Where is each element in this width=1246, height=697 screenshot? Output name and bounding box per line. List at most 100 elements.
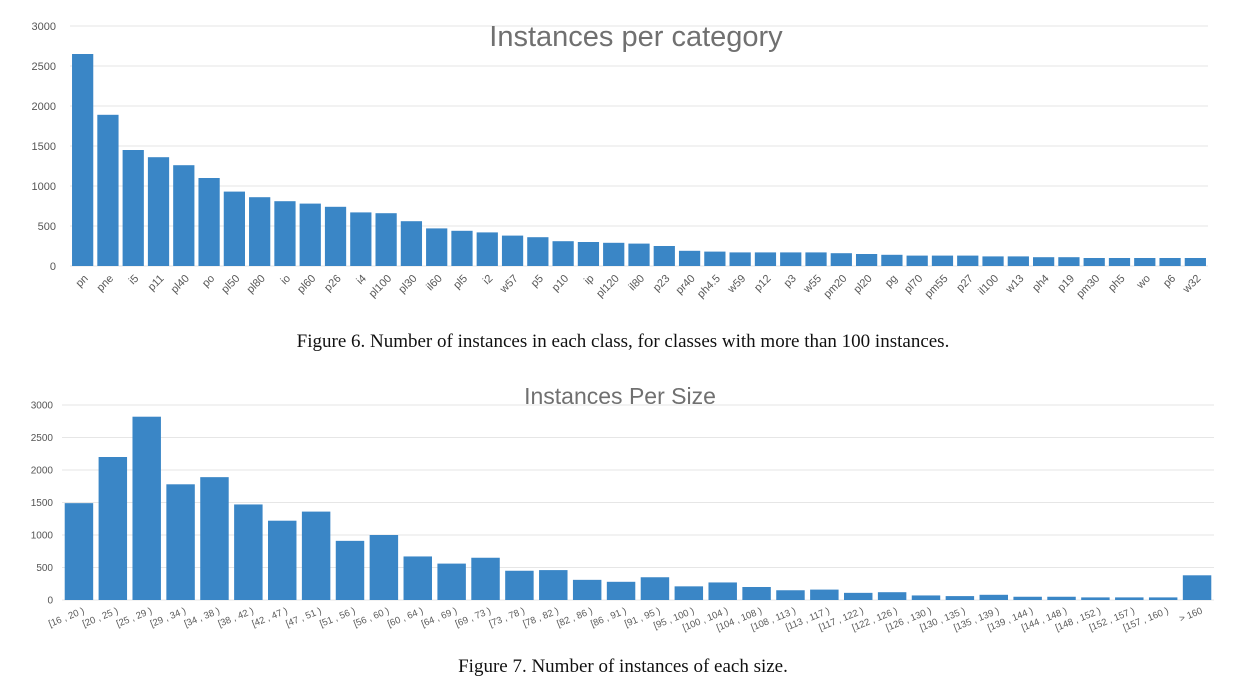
x-tick-label: pm20 — [821, 273, 849, 301]
x-tick-label: io — [279, 273, 294, 288]
y-tick-label: 500 — [38, 221, 56, 233]
y-tick-label: 1500 — [32, 141, 56, 153]
bar — [1083, 258, 1105, 266]
x-tick-label: [47 , 51 ) — [284, 606, 323, 630]
x-tick-label: [16 , 20 ) — [47, 606, 86, 630]
bar — [957, 255, 979, 266]
x-tick-label: pm30 — [1074, 273, 1102, 301]
x-tick-label: wo — [1134, 273, 1153, 292]
bar — [375, 213, 397, 266]
bar — [810, 589, 839, 600]
bar — [64, 503, 94, 600]
bar — [1007, 256, 1029, 266]
bar — [1115, 597, 1144, 600]
x-tick-label: pl5 — [451, 273, 470, 292]
x-tick-label: p12 — [752, 273, 773, 294]
x-tick-label: p11 — [146, 273, 167, 294]
x-tick-label: ip — [582, 273, 597, 288]
x-tick-label: w32 — [1180, 273, 1203, 296]
x-tick-label: [82 , 86 ) — [555, 606, 594, 630]
x-tick-label: p27 — [954, 273, 975, 294]
bar — [122, 150, 144, 266]
bar — [166, 484, 195, 600]
bar — [931, 255, 954, 266]
y-tick-label: 2500 — [32, 61, 56, 73]
y-tick-label: 1500 — [31, 498, 54, 509]
bar — [911, 595, 941, 600]
x-tick-label: w13 — [1003, 273, 1026, 296]
bar — [1134, 258, 1156, 266]
x-tick-label: [51 , 56 ) — [318, 606, 357, 630]
x-tick-label: pl40 — [169, 273, 192, 296]
bar — [640, 577, 670, 600]
bar — [1013, 596, 1042, 600]
bar — [471, 557, 500, 600]
x-tick-label: [64 , 69 ) — [420, 606, 459, 630]
bar — [173, 165, 195, 266]
x-tick-label: i4 — [354, 273, 369, 288]
bar — [198, 178, 220, 266]
x-tick-label: > 160 — [1178, 606, 1204, 625]
x-tick-label: [78 , 82 ) — [522, 606, 561, 630]
bar — [527, 237, 549, 266]
x-tick-label: w57 — [497, 273, 520, 296]
x-tick-label: [25 , 29 ) — [115, 606, 154, 630]
x-tick-label: w59 — [725, 273, 748, 296]
bar — [350, 212, 372, 266]
bar — [708, 582, 737, 600]
x-tick-label: [20 , 25 ) — [81, 606, 120, 630]
x-tick-label: po — [200, 273, 217, 290]
x-tick-label: pne — [95, 273, 116, 294]
bar — [572, 579, 602, 600]
bar — [628, 243, 650, 266]
x-tick-label: [38 , 42 ) — [217, 606, 256, 630]
bar — [1182, 575, 1212, 600]
x-tick-label: pm55 — [923, 273, 951, 301]
x-tick-label: pl50 — [219, 273, 242, 296]
bar — [1058, 257, 1080, 266]
bar — [335, 540, 365, 600]
bar — [98, 457, 128, 600]
bar — [1148, 597, 1178, 600]
bar — [72, 54, 94, 266]
y-tick-label: 2500 — [31, 433, 54, 444]
x-tick-label: pl100 — [367, 273, 395, 301]
bar — [906, 255, 928, 266]
x-tick-label: il60 — [424, 273, 445, 294]
x-tick-label: ph5 — [1106, 273, 1127, 294]
bar — [678, 250, 701, 266]
bar — [501, 235, 524, 266]
bar — [476, 232, 498, 266]
bar — [147, 157, 170, 266]
bar — [505, 570, 534, 600]
bar — [552, 241, 574, 266]
bar — [299, 203, 321, 266]
bar — [400, 221, 423, 266]
x-tick-label: ph4 — [1030, 273, 1051, 294]
size-chart-panel: 0 500 1000 1500 2000 2500 3000 Instances Per Si… — [0, 378, 1246, 650]
x-tick-label: [60 , 64 ) — [386, 606, 425, 630]
x-tick-label: pl60 — [295, 273, 318, 296]
bar — [403, 556, 432, 600]
y-tick-label: 0 — [50, 261, 56, 273]
size-bar-chart: 0 500 1000 1500 2000 2500 3000 Instances Per Si… — [31, 383, 1214, 634]
bar — [234, 504, 263, 600]
x-tick-label: [73 , 78 ) — [488, 606, 527, 630]
y-tick-label: 0 — [47, 596, 53, 607]
y-tick-label: 500 — [36, 563, 53, 574]
bar — [742, 587, 771, 600]
x-tick-label: p26 — [322, 273, 343, 294]
bar — [539, 570, 568, 600]
bar — [606, 581, 636, 600]
bar — [776, 590, 805, 600]
bar — [729, 252, 751, 266]
category-chart-panel: 0 500 1000 1500 2000 2500 3000 Instances per ca… — [0, 0, 1246, 330]
bar — [132, 416, 161, 600]
bar — [877, 592, 907, 600]
bar — [1184, 258, 1206, 266]
y-tick-label: 2000 — [31, 466, 54, 477]
bar — [1108, 258, 1131, 266]
x-tick-label: pl80 — [245, 273, 268, 296]
bar — [451, 230, 473, 266]
y-tick-label: 2000 — [32, 101, 56, 113]
